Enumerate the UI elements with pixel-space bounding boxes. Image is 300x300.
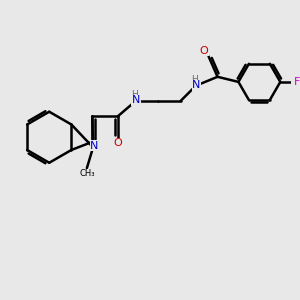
Text: N: N — [90, 141, 99, 151]
Text: H: H — [131, 90, 137, 99]
Text: F: F — [294, 77, 300, 87]
Text: O: O — [113, 138, 122, 148]
Text: N: N — [132, 95, 140, 106]
Text: O: O — [200, 46, 208, 56]
Text: H: H — [191, 75, 198, 84]
Text: N: N — [192, 80, 201, 90]
Text: CH₃: CH₃ — [79, 169, 94, 178]
